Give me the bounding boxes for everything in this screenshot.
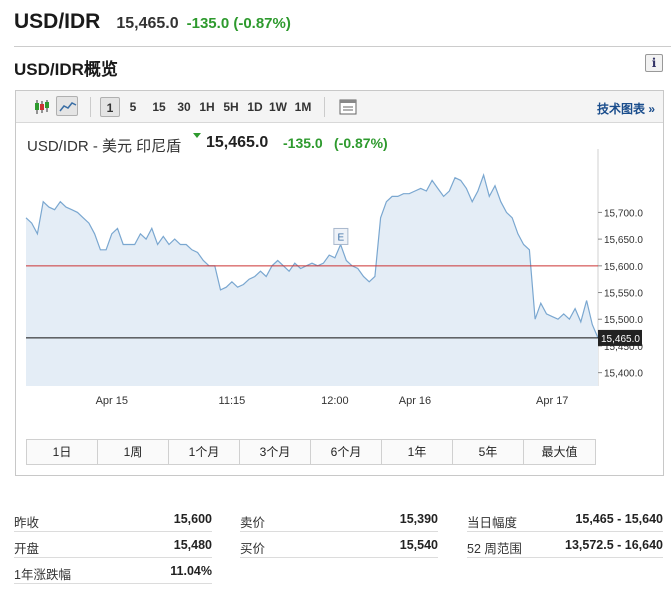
range-button-1y[interactable]: 1年 bbox=[382, 440, 453, 464]
symbol-title: USD/IDR bbox=[14, 10, 101, 33]
stat-value: 15,465 - 15,640 bbox=[575, 512, 663, 526]
range-1w[interactable]: 1W bbox=[269, 100, 287, 114]
stat-label: 买价 bbox=[240, 542, 266, 556]
range-1min[interactable]: 1 bbox=[100, 97, 120, 117]
stat-open: 开盘 15,480 bbox=[14, 532, 212, 558]
range-15min[interactable]: 15 bbox=[152, 100, 166, 114]
range-button-1m[interactable]: 1个月 bbox=[169, 440, 240, 464]
y-tick-label: 15,550.0 bbox=[604, 289, 643, 300]
stat-value: 15,600 bbox=[173, 512, 212, 526]
y-tick-label: 15,650.0 bbox=[604, 235, 643, 246]
header-price: 15,465.0 bbox=[116, 15, 179, 32]
stat-value: 15,390 bbox=[399, 512, 438, 526]
range-button-group: 1日 1周 1个月 3个月 6个月 1年 5年 最大值 bbox=[26, 439, 596, 465]
y-tick-label: 15,500.0 bbox=[604, 315, 643, 326]
range-5h[interactable]: 5H bbox=[223, 100, 239, 114]
chart-toolbar: 1 5 15 30 1H 5H 1D 1W 1M 技术图表 » bbox=[16, 91, 663, 123]
stat-value: 15,480 bbox=[173, 538, 212, 552]
current-price-tag bbox=[598, 329, 642, 346]
range-1m[interactable]: 1M bbox=[294, 100, 312, 114]
range-button-5y[interactable]: 5年 bbox=[453, 440, 524, 464]
range-1d[interactable]: 1D bbox=[247, 100, 263, 114]
quote-header: USD/IDR 15,465.0 -135.0 (-0.87%) bbox=[14, 10, 291, 40]
range-button-6m[interactable]: 6个月 bbox=[311, 440, 382, 464]
chart-price: 15,465.0 bbox=[206, 134, 269, 151]
y-tick-label: 15,600.0 bbox=[604, 262, 643, 273]
stat-52w-range: 52 周范围 13,572.5 - 16,640 bbox=[467, 532, 663, 558]
x-tick-label: Apr 16 bbox=[399, 395, 431, 407]
stat-value: 15,540 bbox=[399, 538, 438, 552]
stat-label: 1年涨跌幅 bbox=[14, 568, 71, 582]
stat-value: 11.04% bbox=[170, 564, 212, 578]
stat-bid: 买价 15,540 bbox=[240, 532, 438, 558]
chart-change: -135.0 bbox=[283, 135, 323, 151]
x-tick-label: Apr 15 bbox=[96, 395, 128, 407]
stat-ask: 卖价 15,390 bbox=[240, 506, 438, 532]
chart-title: USD/IDR - 美元 印尼盾 bbox=[27, 138, 182, 155]
range-1h[interactable]: 1H bbox=[199, 100, 215, 114]
range-5min[interactable]: 5 bbox=[129, 100, 137, 114]
price-line bbox=[25, 172, 599, 339]
y-tick-label: 15,450.0 bbox=[604, 342, 643, 353]
toolbar-separator bbox=[324, 97, 325, 117]
stat-label: 52 周范围 bbox=[467, 542, 522, 556]
stat-1y-change: 1年涨跌幅 11.04% bbox=[14, 558, 212, 584]
stat-label: 开盘 bbox=[14, 542, 40, 556]
range-button-max[interactable]: 最大值 bbox=[524, 440, 595, 464]
area-chart-icon[interactable] bbox=[56, 96, 78, 116]
header-change: -135.0 (-0.87%) bbox=[186, 15, 291, 32]
chart-change-pct: (-0.87%) bbox=[334, 135, 388, 151]
stat-prev-close: 昨收 15,600 bbox=[14, 506, 212, 532]
tech-chart-link[interactable]: 技术图表 » bbox=[596, 102, 655, 116]
current-price-label: 15,465.0 bbox=[601, 334, 640, 345]
stat-label: 卖价 bbox=[240, 516, 266, 530]
y-tick-label: 15,400.0 bbox=[604, 369, 643, 380]
settings-panel-icon[interactable] bbox=[336, 96, 358, 116]
range-button-1d[interactable]: 1日 bbox=[27, 440, 98, 464]
range-button-1w[interactable]: 1周 bbox=[98, 440, 169, 464]
x-tick-label: 12:00 bbox=[321, 395, 349, 407]
price-area bbox=[26, 175, 598, 386]
section-title: USD/IDR概览 bbox=[14, 60, 118, 79]
price-chart: 15,400.0 15,450.0 15,500.0 15,550.0 15,600.0… bbox=[25, 149, 643, 407]
candlestick-icon[interactable] bbox=[30, 96, 52, 116]
down-arrow-icon bbox=[193, 133, 201, 138]
x-tick-label: 11:15 bbox=[219, 395, 246, 407]
chart-panel: 1 5 15 30 1H 5H 1D 1W 1M 技术图表 » 15,400.0… bbox=[15, 90, 664, 476]
event-marker bbox=[333, 227, 349, 245]
header-divider bbox=[14, 46, 671, 47]
stat-value: 13,572.5 - 16,640 bbox=[565, 538, 663, 552]
event-marker-label: E bbox=[338, 232, 345, 243]
x-tick-label: Apr 17 bbox=[536, 395, 568, 407]
stat-day-range: 当日幅度 15,465 - 15,640 bbox=[467, 506, 663, 532]
range-30min[interactable]: 30 bbox=[177, 100, 191, 114]
y-tick-label: 15,700.0 bbox=[604, 208, 643, 219]
range-button-3m[interactable]: 3个月 bbox=[240, 440, 311, 464]
toolbar-separator bbox=[90, 97, 91, 117]
info-icon[interactable]: i bbox=[645, 54, 663, 72]
stat-label: 当日幅度 bbox=[467, 516, 518, 530]
stat-label: 昨收 bbox=[14, 516, 40, 530]
